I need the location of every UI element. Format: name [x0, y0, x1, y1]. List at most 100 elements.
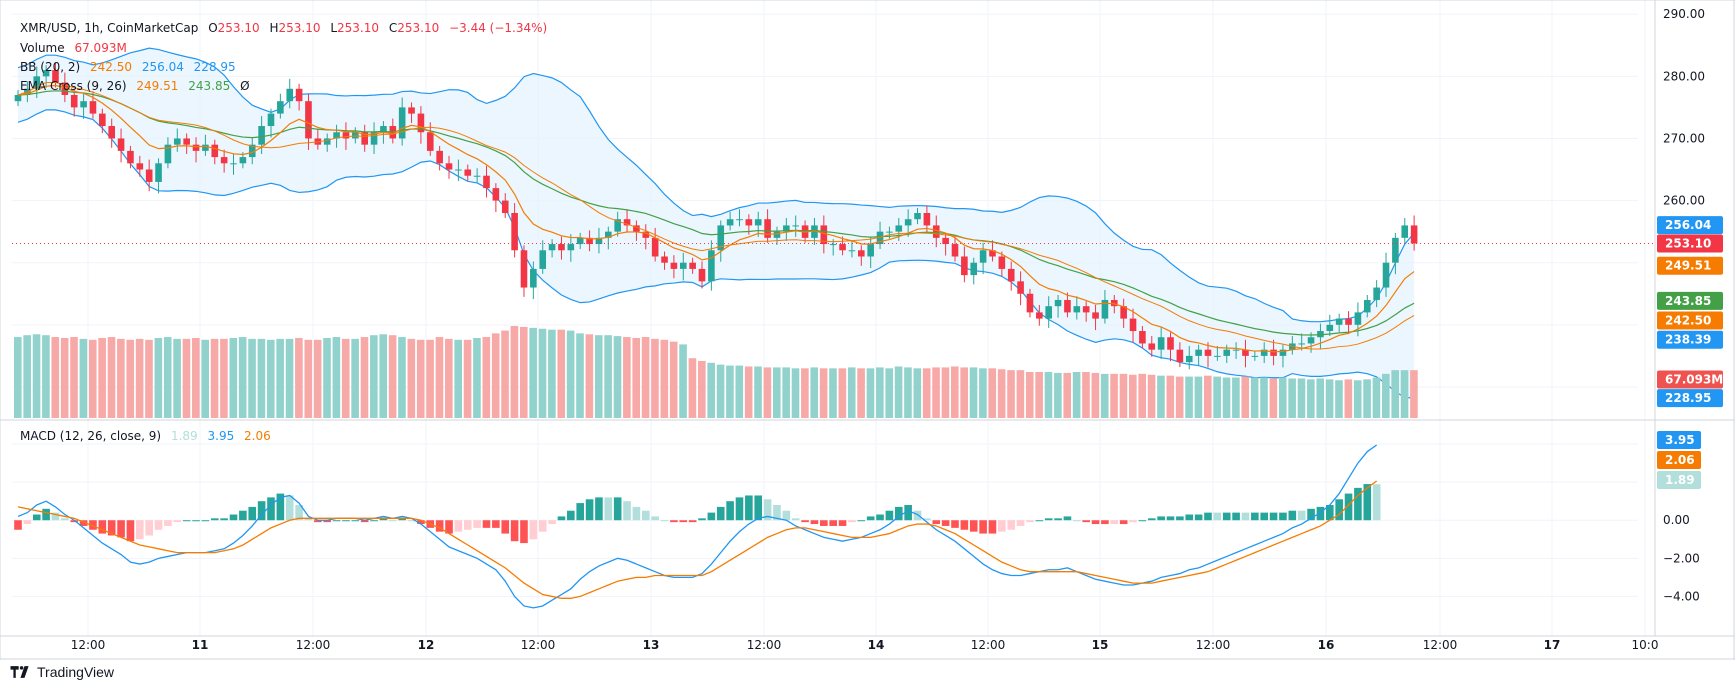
price-tick-label: 270.00	[1663, 131, 1705, 145]
macd-histogram-bar	[501, 520, 510, 534]
legend-ema-cross[interactable]: EMA Cross (9, 26) 249.51 243.85 Ø	[20, 79, 250, 93]
candle-body	[1036, 312, 1043, 319]
volume-bar	[1119, 373, 1128, 418]
macd-histogram-bar	[1147, 518, 1156, 521]
candle	[155, 158, 162, 194]
price-tag-last-price: 253.10	[1657, 234, 1723, 253]
candle	[736, 209, 743, 227]
candle-body	[183, 138, 190, 145]
price-tag-bb-basis: 242.50	[1657, 311, 1723, 330]
volume-bar	[763, 367, 772, 418]
candle-body	[1345, 318, 1352, 325]
volume-bar	[801, 368, 809, 418]
candle	[1279, 344, 1287, 368]
macd-tag-signal-line: 2.06	[1657, 451, 1701, 469]
candle-body	[904, 219, 912, 226]
volume-bar	[266, 339, 275, 418]
candle	[1204, 342, 1212, 368]
candle-body	[548, 244, 556, 251]
axes: 290.00 280.00 270.00 260.00 0.00 −2.00 −4.00 12…	[71, 7, 1705, 652]
volume-bar	[772, 367, 781, 418]
price-tag-value: 238.39	[1665, 333, 1711, 347]
macd-histogram-bar	[1222, 512, 1231, 521]
candle-body	[33, 76, 41, 89]
candle	[286, 78, 294, 109]
volume-bar	[257, 338, 266, 418]
macd-histogram-bar	[323, 520, 332, 523]
macd-histogram-bar	[660, 520, 669, 522]
volume-bar	[1063, 372, 1072, 418]
candle	[1139, 326, 1146, 349]
candle-body	[1279, 349, 1287, 356]
legend-bb[interactable]: BB (20, 2) 242.50 256.04 228.95	[20, 60, 236, 74]
candle	[267, 108, 275, 138]
candle	[717, 220, 725, 262]
macd-histogram-bar	[79, 520, 88, 526]
candle	[1007, 261, 1015, 291]
price-tag-bg	[1657, 370, 1723, 389]
macd-histogram-bar	[192, 520, 200, 522]
legend-volume[interactable]: Volume 67.093M	[20, 41, 127, 55]
volume-bar	[370, 335, 378, 418]
candle	[1101, 290, 1109, 324]
candle	[455, 159, 462, 182]
macd-histogram-bar	[332, 520, 341, 522]
macd-histogram-bar	[923, 518, 931, 521]
candle-body	[923, 213, 931, 226]
candle	[1045, 296, 1052, 328]
tradingview-brand[interactable]: TradingView	[10, 664, 114, 680]
volume-bar	[1203, 375, 1212, 418]
volume-bar	[60, 337, 69, 418]
candlestick-series	[14, 62, 1418, 370]
macd-histogram-bar	[716, 506, 725, 521]
candle	[1232, 342, 1240, 359]
candle	[501, 193, 509, 218]
candle-body	[155, 163, 162, 182]
candle	[1073, 296, 1081, 320]
macd-tag-bg	[1657, 431, 1701, 449]
macd-histogram-bar	[342, 520, 350, 522]
legend-macd[interactable]: MACD (12, 26, close, 9) 1.89 3.95 2.06	[20, 429, 271, 443]
legend-symbol-line[interactable]: XMR/USD, 1h, CoinMarketCap O253.10 H253.…	[20, 21, 547, 35]
macd-histogram-bar	[126, 520, 135, 542]
volume-bar	[1241, 376, 1250, 418]
candle	[904, 209, 912, 237]
candle-body	[398, 107, 406, 139]
candle-body	[736, 219, 743, 221]
macd-histogram-bar	[351, 520, 360, 522]
price-tick-label: 260.00	[1663, 194, 1705, 208]
tradingview-logo-icon	[10, 666, 29, 678]
candle-body	[1157, 337, 1165, 350]
candle	[1326, 314, 1334, 336]
macd-histogram-bar	[107, 520, 116, 536]
macd-histogram-bar	[463, 520, 472, 530]
candle-body	[164, 144, 172, 164]
price-tag-value: 249.51	[1665, 259, 1711, 273]
macd-histogram-bar	[89, 520, 97, 530]
candle	[426, 122, 434, 156]
macd-histogram-bar	[1157, 516, 1165, 521]
candle-body	[202, 144, 209, 151]
candle-body	[783, 225, 790, 232]
candle	[792, 215, 800, 237]
candle-body	[455, 169, 462, 171]
volume-bar	[735, 365, 744, 418]
macd-histogram-bar	[1194, 514, 1203, 521]
macd-histogram-bar	[604, 497, 613, 521]
volume-bar	[979, 368, 987, 418]
volume-bar	[613, 336, 622, 418]
volume-bar	[416, 339, 425, 418]
macd-histogram-bar	[557, 516, 566, 521]
volume-bar	[1007, 370, 1015, 418]
volume-bar	[323, 337, 331, 418]
candle-body	[764, 219, 771, 238]
candle-body	[333, 132, 340, 139]
volume-histogram	[14, 326, 1418, 418]
price-tag-bg	[1657, 389, 1723, 408]
candle-body	[1392, 237, 1399, 263]
candle-body	[717, 225, 725, 251]
volume-bar	[229, 337, 238, 418]
candle	[52, 62, 59, 88]
candle-body	[1298, 343, 1305, 345]
